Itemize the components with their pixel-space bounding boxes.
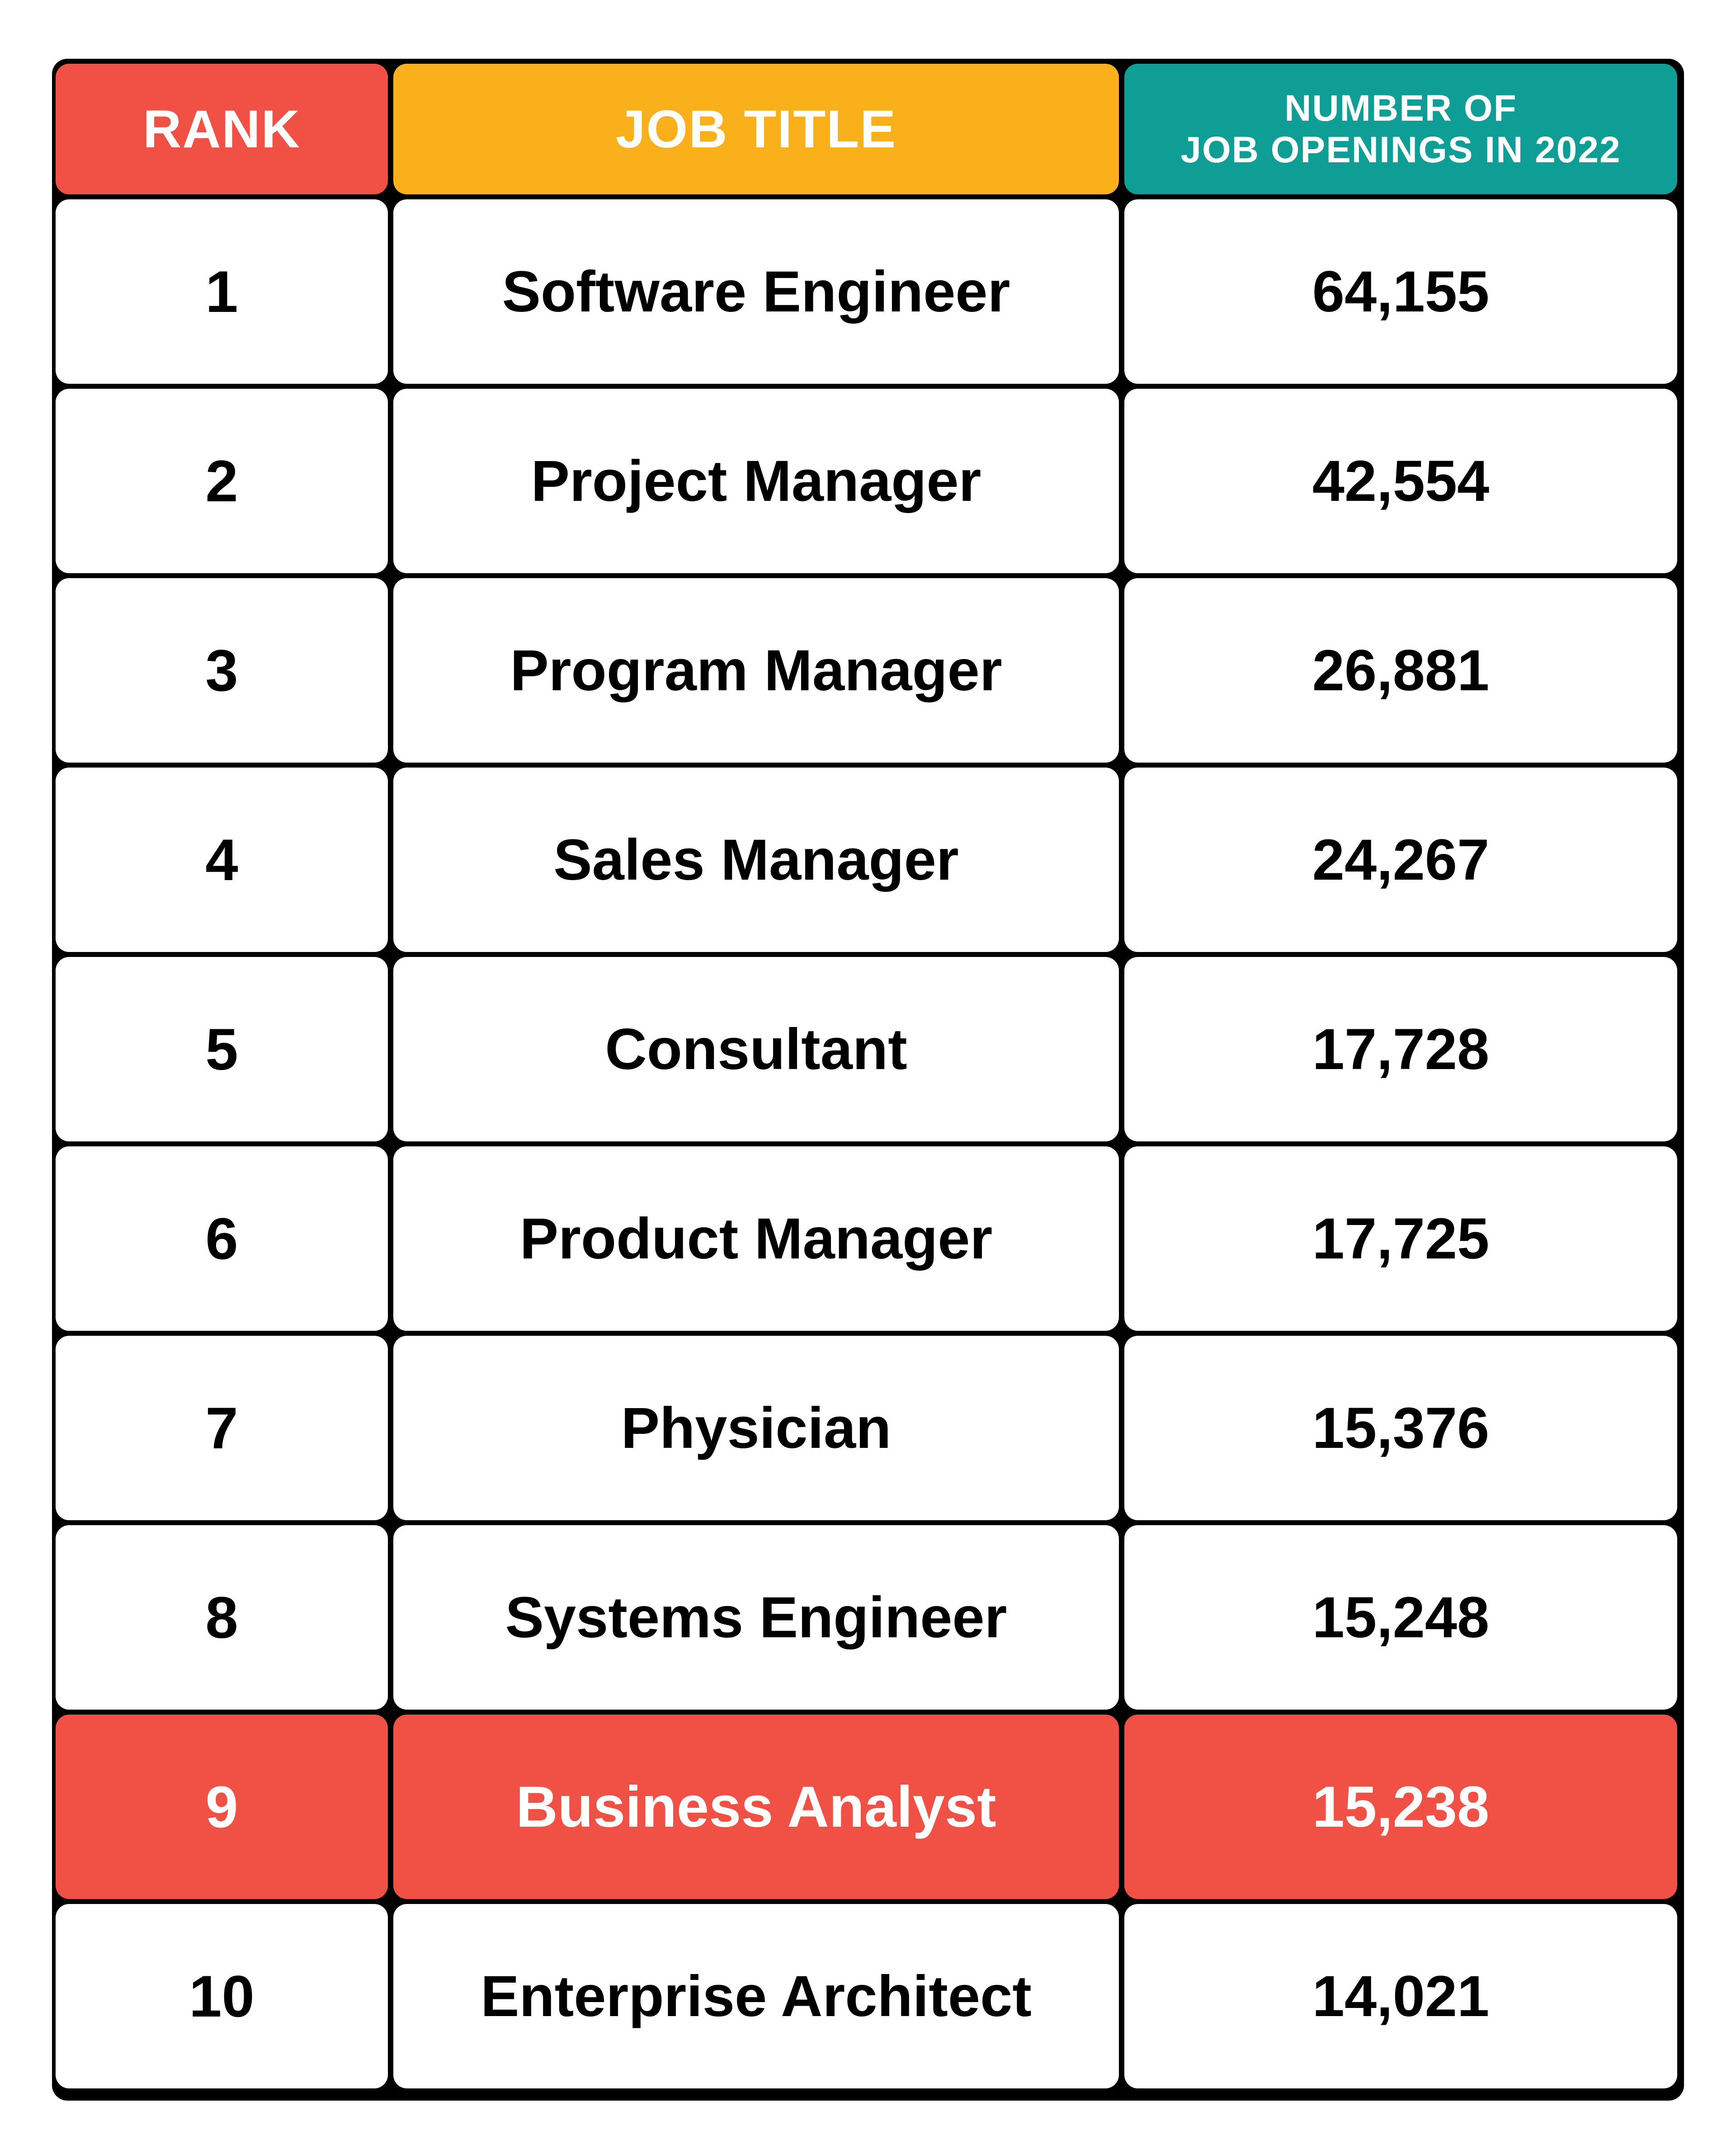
header-job-title: JOB TITLE [393, 64, 1119, 194]
rank-cell: 7 [56, 1336, 388, 1520]
job-title-cell: Sales Manager [393, 768, 1119, 952]
job-title-cell: Systems Engineer [393, 1525, 1119, 1710]
job-title-cell: Enterprise Architect [393, 1904, 1119, 2088]
header-rank: RANK [56, 64, 388, 194]
openings-cell: 26,881 [1124, 578, 1677, 763]
rank-cell: 10 [56, 1904, 388, 2088]
job-title-cell: Physician [393, 1336, 1119, 1520]
header-job-openings: NUMBER OF JOB OPENINGS IN 2022 [1124, 64, 1677, 194]
rank-cell: 3 [56, 578, 388, 763]
openings-cell: 24,267 [1124, 768, 1677, 952]
openings-cell: 64,155 [1124, 199, 1677, 384]
job-title-cell: Business Analyst [393, 1715, 1119, 1899]
job-title-cell: Product Manager [393, 1146, 1119, 1331]
job-title-cell: Software Engineer [393, 199, 1119, 384]
rank-cell: 1 [56, 199, 388, 384]
openings-cell: 15,376 [1124, 1336, 1677, 1520]
job-title-cell: Consultant [393, 957, 1119, 1141]
openings-cell: 15,248 [1124, 1525, 1677, 1710]
openings-cell: 17,728 [1124, 957, 1677, 1141]
header-job-openings-line2: JOB OPENINGS IN 2022 [1180, 129, 1621, 170]
openings-cell: 17,725 [1124, 1146, 1677, 1331]
header-job-openings-line1: NUMBER OF [1284, 87, 1517, 129]
openings-cell: 15,238 [1124, 1715, 1677, 1899]
openings-cell: 14,021 [1124, 1904, 1677, 2088]
rank-cell: 6 [56, 1146, 388, 1331]
rank-cell: 9 [56, 1715, 388, 1899]
openings-cell: 42,554 [1124, 389, 1677, 573]
job-title-cell: Project Manager [393, 389, 1119, 573]
job-openings-table: RANK JOB TITLE NUMBER OF JOB OPENINGS IN… [52, 59, 1684, 2101]
rank-cell: 2 [56, 389, 388, 573]
job-title-cell: Program Manager [393, 578, 1119, 763]
rank-cell: 4 [56, 768, 388, 952]
rank-cell: 5 [56, 957, 388, 1141]
rank-cell: 8 [56, 1525, 388, 1710]
